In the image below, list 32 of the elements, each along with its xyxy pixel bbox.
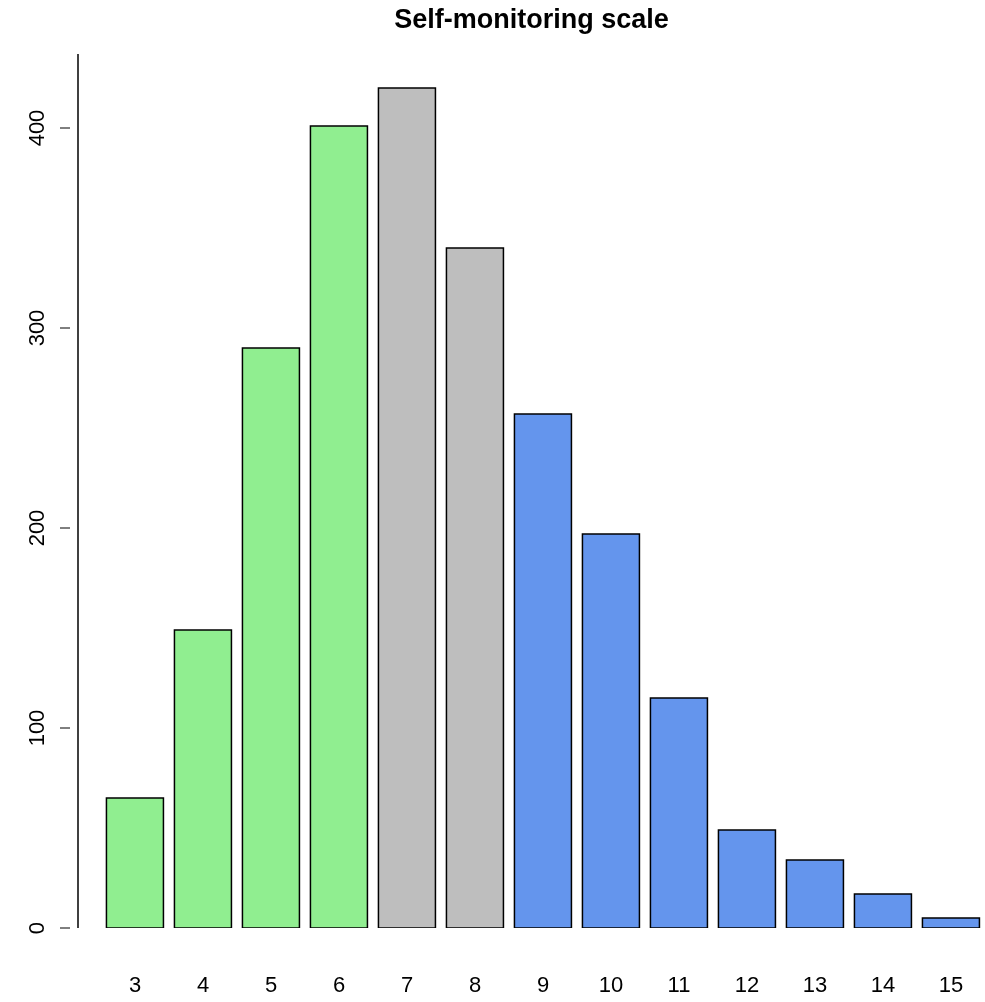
bar [853, 893, 913, 928]
bar [717, 829, 777, 928]
x-tick-label: 6 [332, 972, 346, 997]
bar [649, 697, 709, 928]
x-tick-label: 10 [598, 972, 624, 997]
y-tick-label: 400 [24, 109, 49, 147]
x-tick-label: 3 [128, 972, 142, 997]
bar [173, 629, 233, 928]
bar [445, 247, 505, 928]
bar [513, 413, 573, 928]
x-tick-label: 12 [734, 972, 760, 997]
bar [377, 87, 437, 928]
y-tick-label: 100 [24, 709, 49, 747]
y-tick-label: 200 [24, 509, 49, 547]
x-tick-label: 9 [536, 972, 550, 997]
bar [785, 859, 845, 928]
y-tick-label: 0 [24, 921, 49, 935]
chart-title: Self-monitoring scale [393, 4, 670, 35]
x-tick-label: 15 [938, 972, 964, 997]
x-tick-label: 8 [468, 972, 482, 997]
x-tick-label: 4 [196, 972, 210, 997]
bar [241, 347, 301, 928]
x-tick-label: 14 [870, 972, 896, 997]
x-tick-label: 11 [667, 972, 691, 997]
bar [581, 533, 641, 928]
y-tick-label: 300 [24, 309, 49, 347]
x-tick-label: 7 [400, 972, 414, 997]
x-tick-label: 5 [264, 972, 278, 997]
bar [921, 917, 981, 928]
bar [105, 797, 165, 928]
x-tick-label: 13 [802, 972, 828, 997]
bar [309, 125, 369, 928]
